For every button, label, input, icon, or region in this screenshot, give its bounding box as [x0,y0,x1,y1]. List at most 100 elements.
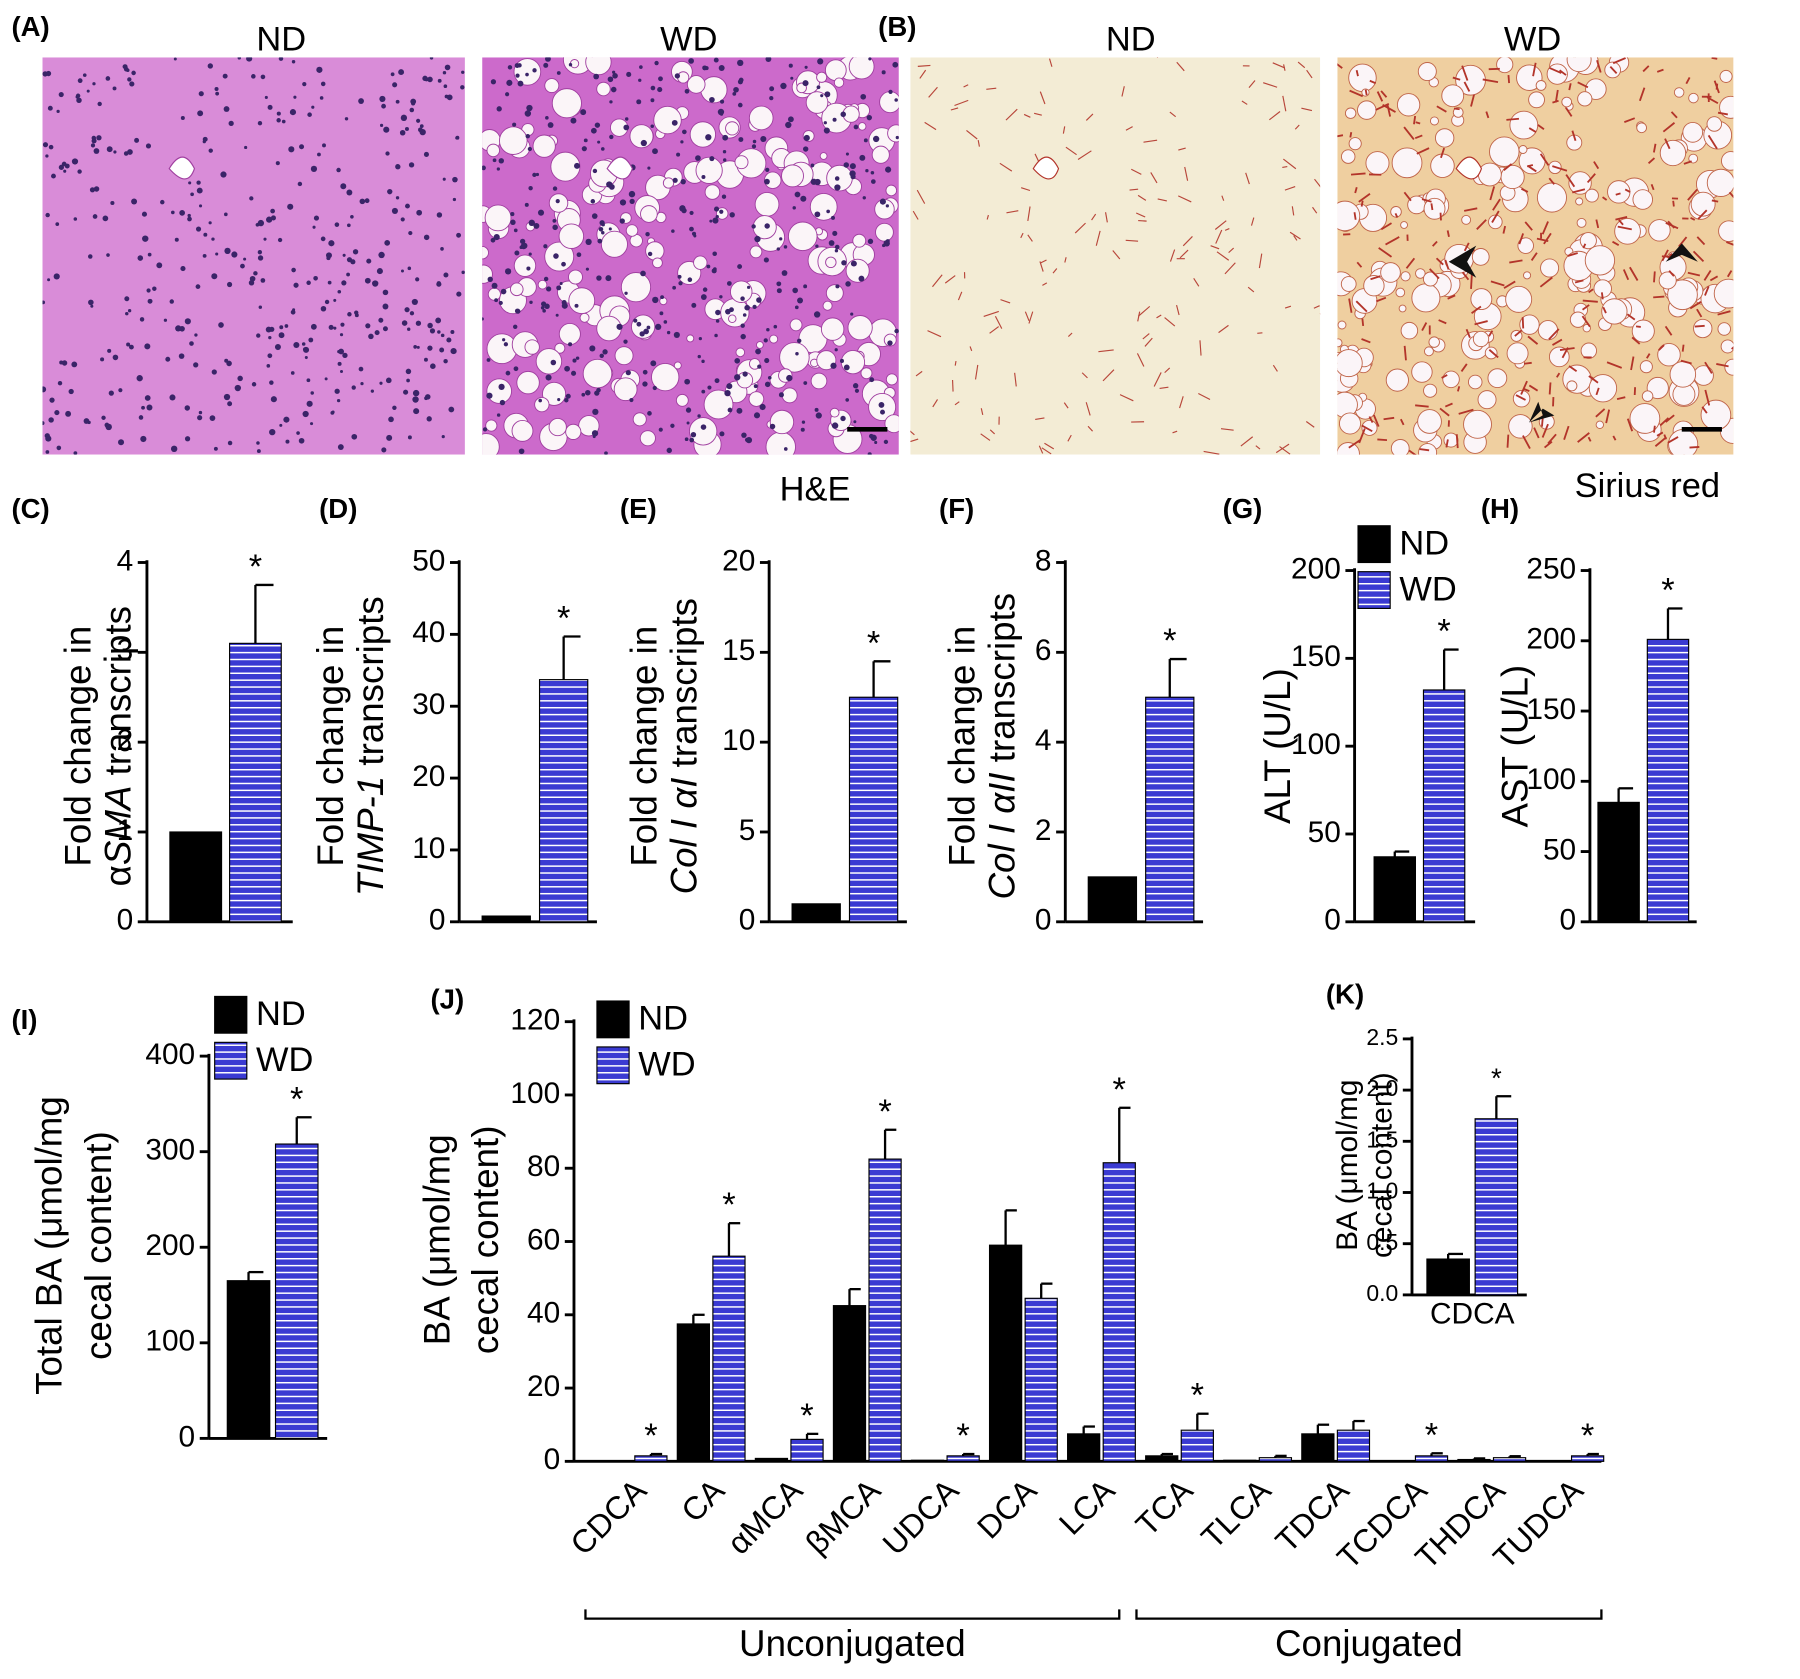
nucleus [778,392,784,398]
nucleus [293,95,297,99]
y-axis-label: BA (μmol/mg [1331,1080,1364,1251]
nucleus [137,255,144,261]
fiber [1263,82,1278,88]
y-tick-label: 0 [1324,904,1341,937]
nucleus [764,381,771,388]
nucleus [83,418,90,424]
fiber [1618,219,1624,226]
fiber [1294,124,1300,130]
nucleus [461,270,465,275]
nucleus [391,207,398,214]
nucleus [61,360,68,366]
nucleus [598,226,604,232]
nucleus [86,89,90,93]
nucleus [337,361,342,366]
fiber [1042,282,1048,286]
nucleus [287,203,294,210]
nucleus [365,323,371,329]
error-bar [848,1287,861,1306]
fiber [1626,313,1636,321]
nucleus [68,388,74,395]
nucleus [732,91,737,96]
vacuole [486,378,513,404]
nucleus [545,57,551,62]
nucleus [42,142,49,148]
fiber [1405,257,1416,269]
nucleus [71,158,79,165]
vacuole [600,230,628,258]
fiber [1638,87,1646,102]
fiber [1048,58,1053,67]
vacuole [1423,383,1438,398]
nucleus [209,415,216,421]
vacuole [765,431,796,455]
fiber [1506,434,1510,448]
fiber [1137,305,1151,317]
vacuole [1668,428,1699,455]
nucleus [790,76,794,80]
legend-swatch [1357,525,1391,564]
vessel [168,156,196,180]
fiber [994,315,1003,329]
nucleus [779,237,783,241]
nucleus [655,323,662,331]
nucleus [513,366,519,372]
nucleus [112,354,119,361]
nucleus [399,129,406,136]
nucleus [105,423,112,431]
fiber [1554,89,1559,103]
nucleus [184,318,191,325]
fiber [1635,325,1641,328]
nucleus [834,184,841,191]
nucleus [663,320,668,324]
nucleus [526,104,533,112]
fiber [1301,107,1313,112]
fiber [1681,344,1685,352]
nucleus [364,277,371,284]
nucleus [310,165,318,173]
nucleus [845,152,849,156]
nucleus [379,381,383,385]
vacuole [1477,162,1502,187]
fiber [1284,185,1296,191]
y-axis-label-part: transcripts [663,598,704,778]
significance-marker: * [1661,571,1674,609]
vacuole [1607,180,1631,204]
significance-marker: * [1491,1062,1502,1093]
nucleus [580,109,587,116]
nucleus [722,149,727,154]
fiber [1375,296,1387,303]
bar [1258,1457,1293,1462]
nucleus [650,360,657,367]
vacuole [675,393,689,407]
fiber [1429,268,1440,280]
vacuole [579,312,590,323]
fiber [969,346,973,352]
fiber [951,379,954,392]
nucleus [881,70,886,75]
vacuole [840,350,866,375]
fiber [1701,406,1708,414]
fiber [1609,65,1618,75]
y-tick-label: 3 [117,634,134,667]
nucleus [342,352,348,359]
nucleus [165,356,171,362]
fiber [1240,436,1254,447]
nucleus [388,416,394,423]
fiber [1507,74,1511,84]
fiber [1461,65,1469,81]
nucleus [840,415,846,422]
bar [790,1438,824,1462]
fiber [1593,161,1600,170]
nucleus [832,230,838,236]
nucleus [834,348,838,352]
nucleus [131,198,138,205]
fiber [1612,57,1626,65]
nucleus [196,180,201,185]
nucleus [629,397,634,403]
nucleus [719,209,724,214]
fiber [1703,270,1712,281]
nucleus [324,299,330,305]
nucleus [330,411,335,415]
y-tick-label: 100 [1526,763,1576,796]
